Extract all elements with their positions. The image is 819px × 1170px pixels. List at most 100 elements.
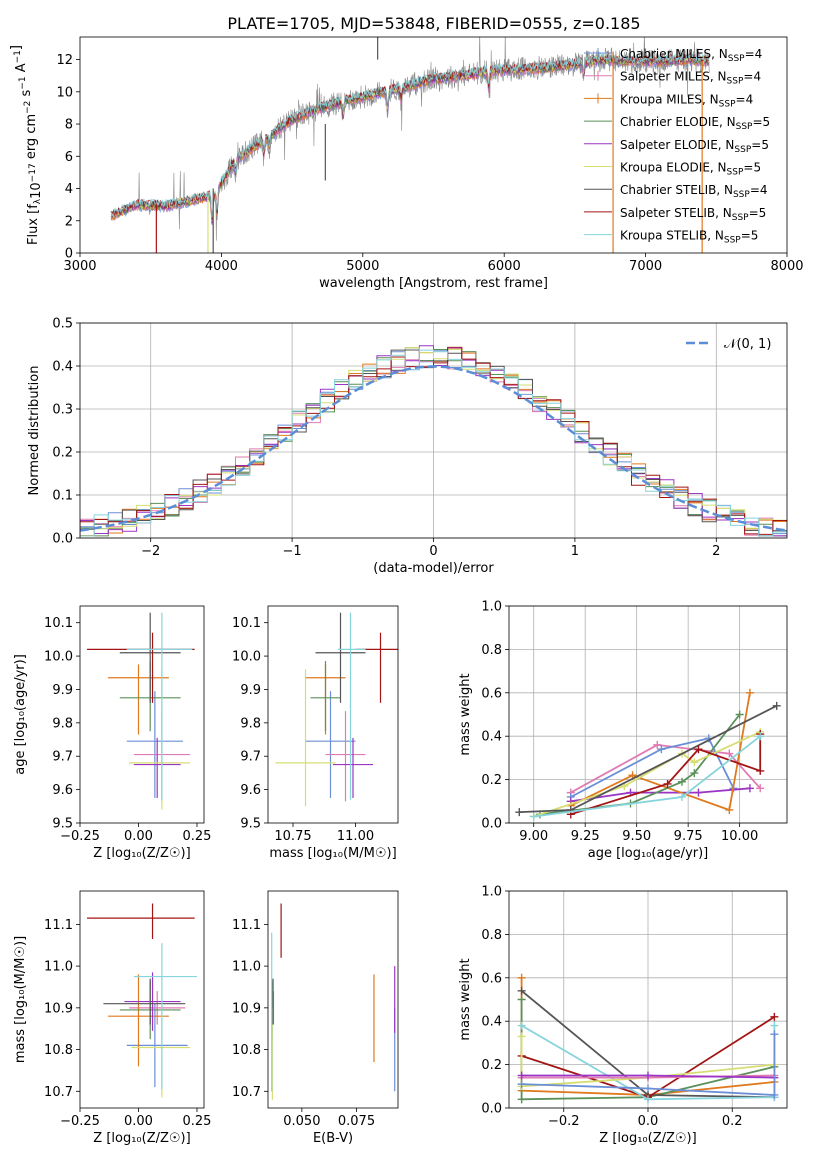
x-tick-label: 9.50	[622, 829, 651, 844]
age-weight-panel: 9.00 9.25 9.50 9.75 10.00 0.0 0.2 0.4 0.6 0.8 1.0 a…	[458, 600, 788, 861]
weight-line-green	[539, 713, 741, 816]
legend-label: Kroupa ELODIE, NSSP=5	[620, 161, 761, 178]
weight-marker-red	[663, 779, 672, 788]
spectrum-plot-area	[110, 37, 710, 253]
x-tick-label: 9.00	[519, 829, 548, 844]
y-axis-label: mass weight	[458, 673, 473, 755]
x-axis-label: age [log₁₀(age/yr)]	[588, 846, 709, 861]
y-tick-label: 9.5	[52, 817, 73, 832]
y-tick-label: 9.9	[52, 683, 73, 698]
x-tick-label: 10.75	[274, 829, 311, 844]
y-tick-label: 10.0	[44, 650, 73, 665]
y-tick-label: 0.0	[481, 1102, 502, 1117]
weight-marker-purple	[644, 1071, 652, 1080]
x-tick-label: 8000	[770, 259, 803, 274]
y-tick-label: 0.1	[52, 489, 73, 504]
weight-line-blue	[570, 737, 735, 798]
weight-marker-blue	[657, 745, 666, 754]
y-tick-label: 10.1	[44, 616, 73, 631]
weight-marker-green	[735, 710, 744, 719]
x-tick-label: 4000	[205, 259, 238, 274]
x-tick-label: 0.0	[638, 1114, 659, 1129]
y-tick-label: 9.9	[240, 683, 261, 698]
z-age-panel: −0.25 0.00 0.25 9.5 9.6 9.7 9.8 9.9 10.0 10.1 Z [l…	[13, 605, 211, 861]
x-tick-label: −0.25	[60, 829, 100, 844]
y-tick-label: 10.8	[44, 1043, 73, 1058]
z-weight-plot-area	[517, 973, 779, 1104]
weight-marker-cyan	[517, 1021, 526, 1030]
weight-marker-purple	[745, 784, 754, 793]
weight-marker-cyan	[756, 732, 765, 741]
plot-frame	[79, 605, 205, 824]
mass-age-panel: 10.75 11.00 9.5 9.6 9.7 9.8 9.9 10.0 10.1 mass [l…	[232, 605, 399, 861]
z-mass-panel: −0.25 0.00 0.25 10.7 10.8 10.9 11.0 11.1 Z [log₁…	[13, 890, 212, 1146]
y-tick-label: 1.0	[481, 885, 502, 900]
plot-frame	[267, 605, 399, 824]
ebv-mass-plot-area	[271, 903, 396, 1100]
x-axis-label: Z [log₁₀(Z/Z☉)]	[93, 1131, 190, 1146]
y-axis-label: Flux [fλ10−17 erg cm−2 s−1 A−1]	[9, 45, 44, 245]
y-tick-label: 8	[65, 118, 73, 133]
x-axis-label: Z [log₁₀(Z/Z☉)]	[599, 1131, 696, 1146]
weight-marker-green	[690, 769, 699, 778]
x-tick-label: 0.050	[283, 1114, 320, 1129]
y-tick-label: 10.0	[232, 650, 261, 665]
y-tick-label: 9.5	[240, 817, 261, 832]
weight-marker-pink	[653, 740, 662, 749]
legend-label: Salpeter ELODIE, NSSP=5	[620, 138, 769, 155]
x-tick-label: 9.25	[571, 829, 600, 844]
model-line-cyan	[110, 52, 710, 218]
x-axis-label: mass [log₁₀(M/M☉)]	[269, 846, 396, 861]
x-axis-label: E(B-V)	[313, 1131, 353, 1146]
y-tick-label: 10.9	[232, 1001, 261, 1016]
weight-line-blue	[521, 1034, 776, 1096]
plot-frame	[79, 890, 205, 1109]
x-axis-label: wavelength [Angstrom, rest frame]	[319, 276, 548, 291]
legend-label: Chabrier STELIB, NSSP=4	[620, 183, 768, 200]
y-tick-label: 0.2	[481, 773, 502, 788]
histogram-cyan	[80, 349, 787, 538]
weight-marker-yellow	[517, 1032, 526, 1041]
y-axis-label: age [log₁₀(age/yr)]	[13, 654, 28, 775]
figure-title: PLATE=1705, MJD=53848, FIBERID=0555, z=0…	[227, 14, 640, 33]
x-tick-label: 0.00	[124, 1114, 153, 1129]
y-tick-label: 0.6	[481, 971, 502, 986]
legend-label: Chabrier ELODIE, NSSP=5	[620, 115, 770, 132]
x-tick-label: 0.25	[183, 1114, 212, 1129]
x-tick-label: 3000	[63, 259, 96, 274]
plot-frame	[79, 36, 788, 254]
plot-frame	[267, 890, 399, 1109]
y-tick-label: 9.7	[52, 750, 73, 765]
spectrum-legend: Chabrier MILES, NSSP=4 Salpeter MILES, NS…	[584, 47, 770, 246]
plot-frame	[79, 322, 788, 539]
y-tick-label: 0.5	[52, 317, 73, 332]
y-tick-label: 0.2	[52, 446, 73, 461]
y-tick-label: 11.1	[44, 918, 73, 933]
residuals-plot-area	[80, 345, 787, 538]
weight-marker-blue	[517, 1080, 526, 1089]
x-tick-label: 0	[429, 544, 437, 559]
y-tick-label: 0.4	[481, 730, 502, 745]
y-tick-label: 10.7	[44, 1085, 73, 1100]
y-tick-label: 0.8	[481, 643, 502, 658]
y-tick-label: 0	[65, 247, 73, 262]
x-tick-label: −0.25	[60, 1114, 100, 1129]
plot-frame	[508, 890, 788, 1109]
spectrum-panel: 3000 4000 5000 6000 7000 8000 0 2 4 6 8 10 12 wavelen…	[9, 36, 804, 291]
weight-marker-cyan	[677, 792, 686, 801]
x-tick-label: 11.00	[337, 829, 374, 844]
y-axis-label: mass weight	[458, 958, 473, 1040]
weight-marker-darkgray	[772, 701, 781, 710]
weight-marker-green	[517, 1095, 526, 1104]
y-tick-label: 11.0	[44, 960, 73, 975]
weight-marker-blue	[644, 1084, 652, 1093]
weight-marker-cyan	[529, 812, 538, 821]
y-tick-label: 2	[65, 214, 73, 229]
y-tick-label: 10.7	[232, 1085, 261, 1100]
y-axis-label: mass [log₁₀(M/M☉)]	[13, 936, 28, 1063]
legend-gaussian-label: 𝒩(0, 1)	[724, 337, 771, 352]
legend-label: Kroupa STELIB, NSSP=5	[620, 229, 758, 246]
y-tick-label: 10.9	[44, 1001, 73, 1016]
y-tick-label: 0.8	[481, 928, 502, 943]
legend-label: Chabrier MILES, NSSP=4	[620, 47, 762, 64]
